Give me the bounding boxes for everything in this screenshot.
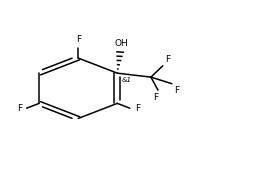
Text: OH: OH [114,39,128,48]
Text: &1: &1 [122,77,132,83]
Text: F: F [17,104,22,113]
Text: F: F [165,55,170,64]
Text: F: F [174,86,180,95]
Text: F: F [135,104,140,113]
Text: F: F [153,94,158,103]
Text: F: F [76,35,81,44]
